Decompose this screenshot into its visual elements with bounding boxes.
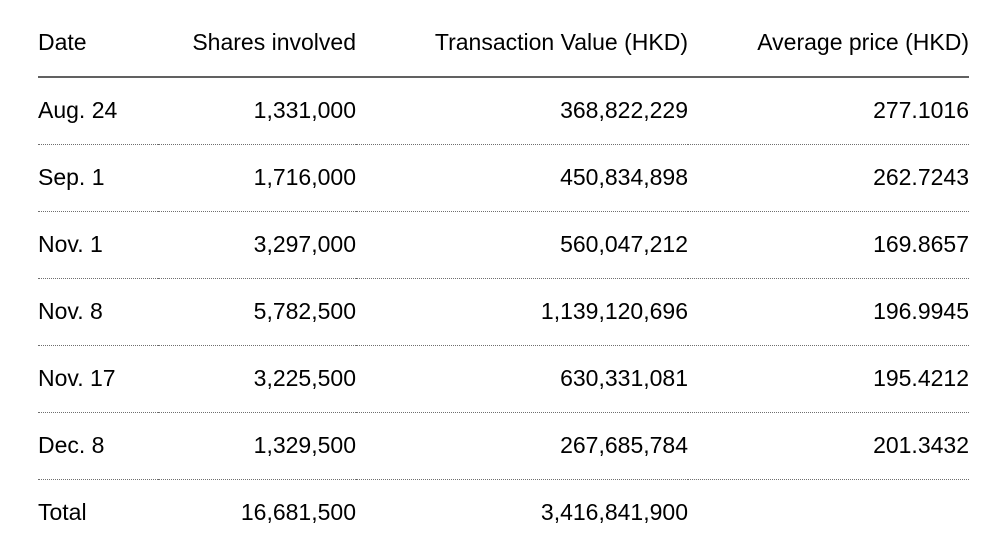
transaction-value-cell: 3,416,841,900 [540,498,688,525]
header-row: Date Shares involved Transaction Value (… [38,0,969,78]
average-price-cell: 262.7243 [688,144,969,212]
shares-cell: 5,782,500 [158,278,356,346]
shares-cell: 1,331,000 [158,77,356,145]
table-row: Nov. 8 5,782,500 1,139,120,696 196.9945 [38,278,969,346]
average-price-cell: 277.1016 [688,77,969,145]
header-transaction-value: Transaction Value (HKD) [356,0,688,78]
header-shares-involved: Shares involved [158,0,356,78]
transaction-value-cell: 267,685,784 [356,412,688,480]
shares-cell: 3,297,000 [158,211,356,279]
transaction-value-cell: 450,834,898 [356,144,688,212]
transaction-value-cell: 1,139,120,696 [356,278,688,346]
shares-cell: 3,225,500 [158,345,356,413]
shares-cell: 1,329,500 [158,412,356,480]
transaction-value-cell: 630,331,081 [356,345,688,413]
average-price-cell: 201.3432 [688,412,969,480]
table-row: Nov. 17 3,225,500 630,331,081 195.4212 [38,345,969,413]
table-row: Nov. 1 3,297,000 560,047,212 169.8657 [38,211,969,279]
transaction-value-cell: 560,047,212 [356,211,688,279]
date-cell: Nov. 17 [38,345,158,413]
date-cell: Nov. 8 [38,278,158,346]
average-price-cell: 196.9945 [688,278,969,346]
average-price-cell: 195.4212 [688,345,969,413]
shares-cell: 16,681,500 [240,498,356,525]
date-cell: Aug. 24 [38,77,158,145]
header-average-price: Average price (HKD) [688,0,969,78]
date-cell: Dec. 8 [38,412,158,480]
transactions-table: Date Shares involved Transaction Value (… [38,0,969,546]
average-price-cell [688,479,969,546]
transaction-value-cell: 368,822,229 [356,77,688,145]
date-cell: Sep. 1 [38,144,158,212]
shares-cell: 1,716,000 [158,144,356,212]
table-row: Sep. 1 1,716,000 450,834,898 262.7243 [38,144,969,212]
date-cell: Total [38,498,87,525]
table-body: Aug. 24 1,331,000 368,822,229 277.1016 Sep. … [38,77,969,546]
average-price-cell: 169.8657 [688,211,969,279]
table-header: Date Shares involved Transaction Value (… [38,0,969,78]
total-row: Total 16,681,500 3,416,841,900 [38,479,969,546]
header-date: Date [38,0,158,78]
table-row: Aug. 24 1,331,000 368,822,229 277.1016 [38,77,969,145]
date-cell: Nov. 1 [38,211,158,279]
table-row: Dec. 8 1,329,500 267,685,784 201.3432 [38,412,969,480]
